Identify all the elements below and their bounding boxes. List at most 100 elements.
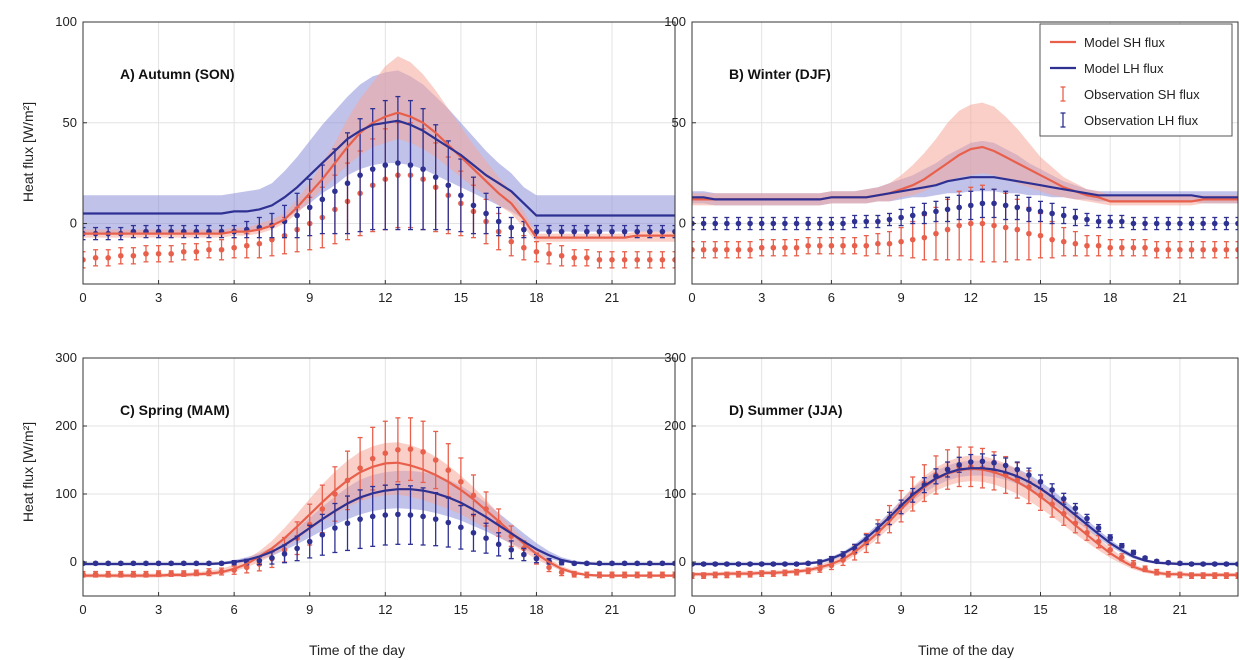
x-tick-label: 0: [688, 602, 695, 617]
obs-lh-point: [395, 160, 401, 166]
legend-obs-lh-swatch: [1060, 112, 1066, 128]
obs-lh-point: [319, 532, 326, 538]
plot-content: [83, 56, 675, 269]
axes-frame: [691, 357, 1239, 597]
obs-lh-point: [1107, 218, 1114, 225]
obs-lh-point: [420, 513, 426, 520]
x-tick-label: 18: [529, 290, 543, 305]
obs-sh-point: [659, 257, 666, 263]
obs-lh-point: [1049, 210, 1055, 217]
obs-lh-point: [306, 204, 313, 211]
obs-lh-point: [921, 210, 928, 217]
obs-lh-point: [956, 461, 962, 468]
obs-lh-point: [546, 228, 552, 235]
obs-sh-point: [1037, 232, 1044, 239]
x-tick-label: 12: [378, 602, 392, 617]
panel-c-spring: 0 3 6 9 12 15 18 21 0 100 200 300 C) Spring (MAM): [55, 350, 676, 617]
obs-sh-point: [921, 234, 928, 241]
obs-lh-point: [294, 545, 300, 552]
obs-sh-point: [692, 246, 695, 253]
obs-lh-point: [1084, 216, 1090, 223]
obs-sh-point: [143, 250, 149, 257]
obs-lh-point: [344, 180, 351, 187]
obs-lh-point: [1002, 202, 1009, 209]
obs-sh-point: [968, 220, 974, 227]
obs-lh-point: [898, 214, 904, 221]
obs-lh-point: [1153, 220, 1160, 227]
y-tick-label: 100: [55, 486, 77, 501]
obs-lh-point: [909, 212, 916, 219]
obs-lh-point: [886, 216, 893, 223]
obs-lh-point: [521, 551, 527, 558]
obs-sh-point: [1049, 236, 1055, 243]
obs-lh-point: [1037, 478, 1044, 485]
obs-lh-point: [793, 220, 800, 227]
obs-sh-point: [521, 244, 527, 251]
obs-sh-point: [407, 446, 414, 452]
obs-lh-point: [1060, 495, 1067, 502]
obs-sh-point: [1177, 246, 1183, 253]
x-tick-label: 9: [897, 602, 904, 617]
obs-lh-point: [991, 200, 997, 207]
obs-sh-point: [130, 252, 137, 259]
obs-lh-point: [1072, 505, 1079, 512]
obs-lh-point: [968, 202, 974, 209]
obs-sh-point: [793, 244, 800, 251]
obs-sh-point: [1130, 244, 1137, 251]
obs-sh-point: [828, 242, 835, 249]
obs-lh-point: [1223, 220, 1230, 227]
obs-sh-point: [1200, 246, 1206, 253]
y-tick-label: 50: [63, 115, 77, 130]
obs-sh-point: [609, 257, 615, 263]
band-sh: [83, 56, 675, 242]
panel-title: C) Spring (MAM): [120, 402, 230, 418]
legend-model-sh-label: Model SH flux: [1084, 35, 1165, 50]
obs-lh-point: [470, 202, 477, 209]
panel-title: B) Winter (DJF): [729, 66, 831, 82]
obs-sh-point: [420, 449, 426, 455]
obs-sh-point: [933, 230, 939, 237]
obs-lh-point: [1014, 466, 1021, 473]
obs-lh-point: [782, 220, 788, 227]
y-tick-label: 100: [664, 486, 686, 501]
model-lh-line: [83, 488, 675, 566]
obs-lh-point: [445, 182, 452, 189]
obs-lh-point: [747, 220, 753, 227]
obs-lh-point: [332, 525, 338, 531]
obs-lh-point: [991, 459, 997, 466]
y-tick-label: 300: [55, 350, 77, 365]
obs-lh-point: [1014, 204, 1021, 211]
obs-lh-point: [724, 220, 730, 227]
obs-lh-point: [851, 218, 858, 225]
obs-lh-point: [1130, 549, 1137, 556]
obs-lh-point: [521, 226, 527, 233]
model-lh-line: [692, 176, 1238, 201]
obs-sh-point: [231, 244, 237, 251]
obs-lh-point: [269, 555, 275, 561]
x-tick-label: 12: [964, 290, 978, 305]
obs-lh-point: [659, 228, 666, 235]
y-tick-label: 100: [664, 14, 686, 29]
ylabel-top: Heat flux [W/m²]: [20, 102, 36, 202]
obs-sh-point: [558, 569, 565, 575]
y-tick-label: 200: [664, 418, 686, 433]
obs-sh-point: [1188, 246, 1195, 253]
x-tick-label: 0: [688, 290, 695, 305]
obs-sh-point: [758, 244, 765, 251]
obs-sh-point: [243, 242, 250, 249]
obs-sh-point: [647, 257, 653, 263]
obs-lh-point: [712, 220, 719, 227]
x-tick-label: 18: [1103, 290, 1117, 305]
x-tick-label: 6: [828, 602, 835, 617]
obs-lh-point: [1177, 220, 1183, 227]
x-tick-label: 3: [758, 290, 765, 305]
obs-sh-point: [724, 246, 730, 253]
obs-lh-point: [294, 212, 300, 219]
axes-frame: [82, 357, 676, 597]
obs-sh-point: [508, 238, 515, 245]
x-tick-label: 6: [231, 602, 238, 617]
obs-sh-point: [243, 564, 250, 571]
obs-sh-point: [735, 246, 742, 253]
x-tick-label: 3: [155, 602, 162, 617]
obs-lh-point: [758, 220, 765, 227]
